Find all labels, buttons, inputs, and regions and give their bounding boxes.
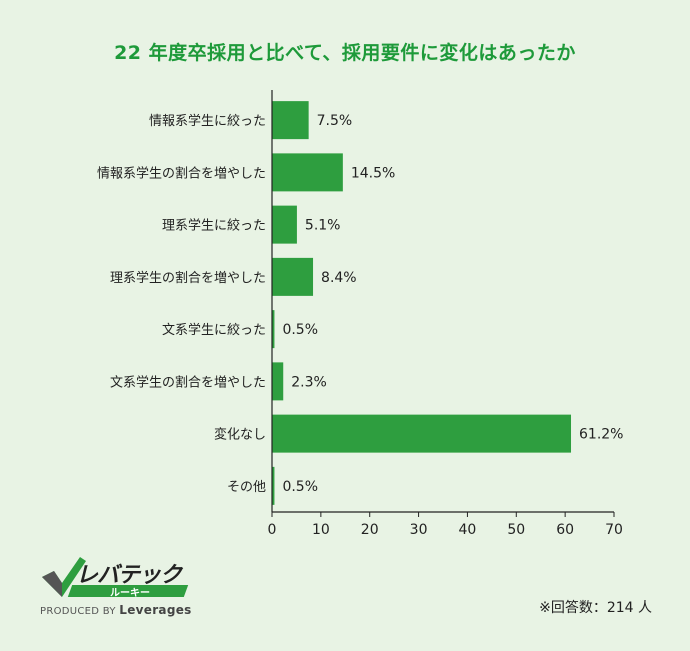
bar [272, 101, 309, 140]
bar [272, 257, 314, 296]
chart-title: 22 年度卒採用と比べて、採用要件に変化はあったか [114, 42, 576, 64]
category-label: 文系学生に絞った [162, 322, 266, 338]
x-tick-label: 60 [556, 522, 574, 538]
logo-brand: レバテック [76, 563, 182, 588]
levtech-rookie-logo: レバテック ルーキー PRODUCED BY Leverages [40, 555, 200, 621]
produced-by: PRODUCED BY Leverages [40, 603, 192, 617]
bar-chart: 情報系学生に絞った 7.5% 情報系学生の割合を増やした 14.5% 理系学生に絞った 5… [97, 90, 623, 538]
category-label: その他 [227, 480, 266, 495]
value-label: 5.1% [305, 218, 341, 234]
x-tick-label: 10 [312, 522, 330, 538]
produced-by-text: PRODUCED BY [40, 606, 116, 617]
value-label: 0.5% [282, 322, 318, 338]
bar [272, 205, 297, 244]
bar [272, 362, 284, 401]
response-count-note: ※回答数：214 人 [539, 600, 652, 616]
checkmark-icon [42, 557, 86, 597]
x-tick-label: 70 [605, 522, 623, 538]
value-label: 8.4% [321, 270, 357, 286]
category-label: 変化なし [214, 427, 266, 443]
value-label: 0.5% [282, 479, 318, 495]
logo-sub: ルーキー [110, 588, 150, 599]
bar [272, 414, 572, 453]
category-label: 文系学生の割合を増やした [110, 374, 266, 390]
x-tick-label: 50 [507, 522, 525, 538]
value-label: 7.5% [317, 113, 353, 129]
x-tick-label: 40 [459, 522, 477, 538]
bar [272, 153, 343, 192]
x-tick-label: 0 [268, 522, 277, 538]
x-tick-label: 30 [410, 522, 428, 538]
bar [272, 310, 275, 349]
category-label: 理系学生の割合を増やした [110, 270, 266, 286]
category-label: 理系学生に絞った [162, 218, 266, 234]
category-label: 情報系学生に絞った [149, 113, 266, 129]
x-tick-label: 20 [361, 522, 379, 538]
bar [272, 466, 275, 505]
company-name: Leverages [119, 603, 192, 617]
category-label: 情報系学生の割合を増やした [97, 165, 266, 181]
value-label: 61.2% [579, 427, 623, 443]
value-label: 2.3% [291, 374, 327, 390]
value-label: 14.5% [351, 165, 395, 181]
